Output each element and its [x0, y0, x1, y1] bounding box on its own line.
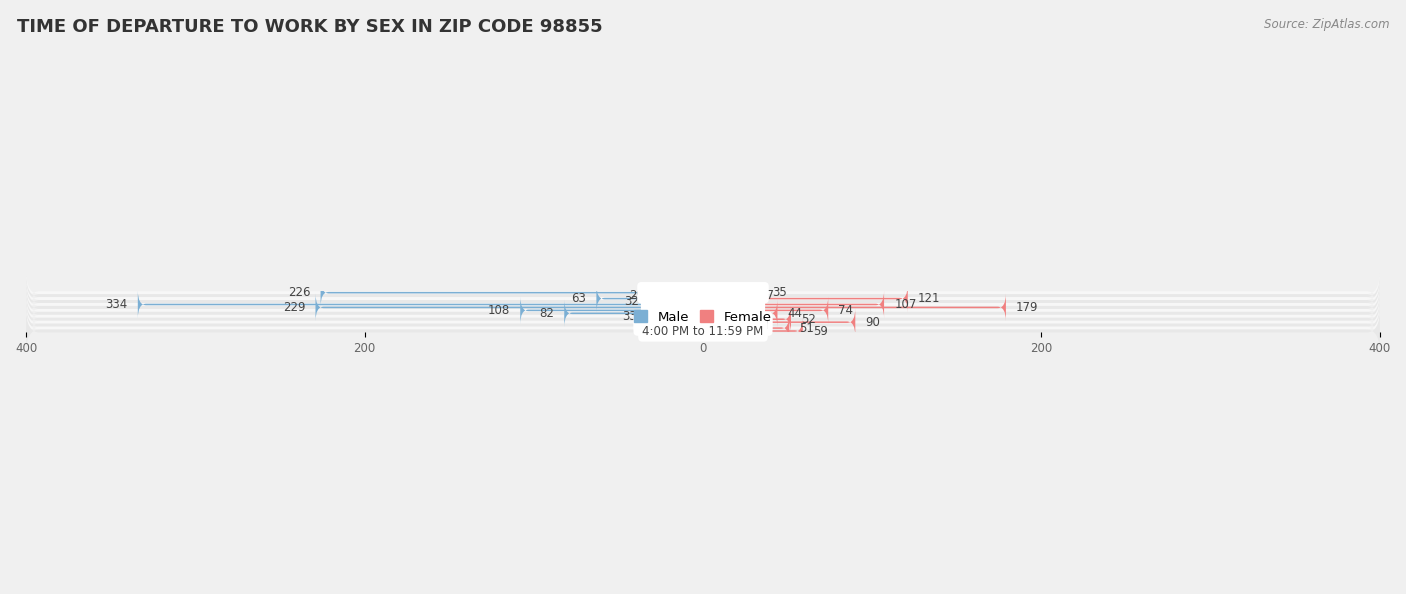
FancyBboxPatch shape [703, 293, 1005, 321]
Text: 33: 33 [623, 310, 637, 323]
Text: 107: 107 [894, 298, 917, 311]
FancyBboxPatch shape [703, 302, 727, 330]
Text: 0: 0 [672, 312, 679, 326]
Text: 108: 108 [488, 304, 510, 317]
Text: 12:00 AM to 4:59 AM: 12:00 AM to 4:59 AM [641, 286, 765, 299]
FancyBboxPatch shape [27, 273, 1379, 318]
Text: 17: 17 [742, 295, 756, 308]
FancyBboxPatch shape [683, 314, 703, 336]
Text: 226: 226 [288, 286, 311, 299]
Legend: Male, Female: Male, Female [628, 305, 778, 329]
FancyBboxPatch shape [27, 291, 1379, 336]
FancyBboxPatch shape [683, 311, 703, 333]
Text: 5:30 AM to 5:59 AM: 5:30 AM to 5:59 AM [645, 292, 761, 305]
FancyBboxPatch shape [27, 271, 1379, 315]
Text: 0: 0 [672, 315, 679, 328]
FancyBboxPatch shape [315, 293, 703, 321]
Text: 82: 82 [540, 307, 554, 320]
FancyBboxPatch shape [683, 317, 703, 339]
Text: 5:00 AM to 5:29 AM: 5:00 AM to 5:29 AM [645, 289, 761, 302]
FancyBboxPatch shape [27, 285, 1379, 330]
FancyBboxPatch shape [27, 309, 1379, 353]
FancyBboxPatch shape [596, 285, 703, 312]
FancyBboxPatch shape [27, 282, 1379, 327]
Text: 8:00 AM to 8:29 AM: 8:00 AM to 8:29 AM [645, 307, 761, 320]
FancyBboxPatch shape [27, 303, 1379, 347]
FancyBboxPatch shape [27, 294, 1379, 339]
FancyBboxPatch shape [703, 279, 762, 307]
FancyBboxPatch shape [27, 276, 1379, 321]
Text: 74: 74 [838, 304, 853, 317]
FancyBboxPatch shape [703, 305, 792, 333]
Text: 0: 0 [672, 321, 679, 334]
FancyBboxPatch shape [703, 290, 884, 318]
FancyBboxPatch shape [647, 302, 703, 330]
FancyBboxPatch shape [703, 314, 789, 342]
Text: 4: 4 [720, 318, 727, 331]
Text: 14: 14 [737, 310, 752, 323]
Text: 90: 90 [866, 315, 880, 328]
Text: 13: 13 [657, 324, 671, 337]
Text: 4:00 PM to 11:59 PM: 4:00 PM to 11:59 PM [643, 324, 763, 337]
FancyBboxPatch shape [27, 279, 1379, 324]
FancyBboxPatch shape [683, 308, 703, 330]
Text: 27: 27 [759, 289, 773, 302]
Text: 8:30 AM to 8:59 AM: 8:30 AM to 8:59 AM [645, 310, 761, 323]
FancyBboxPatch shape [681, 317, 703, 345]
FancyBboxPatch shape [27, 306, 1379, 350]
FancyBboxPatch shape [702, 311, 711, 339]
FancyBboxPatch shape [703, 308, 855, 336]
FancyBboxPatch shape [321, 279, 703, 307]
FancyBboxPatch shape [703, 317, 803, 345]
FancyBboxPatch shape [27, 300, 1379, 345]
Text: 29: 29 [628, 289, 644, 302]
Text: Source: ZipAtlas.com: Source: ZipAtlas.com [1264, 18, 1389, 31]
FancyBboxPatch shape [27, 288, 1379, 333]
FancyBboxPatch shape [27, 297, 1379, 342]
FancyBboxPatch shape [138, 290, 703, 318]
Text: 229: 229 [283, 301, 305, 314]
Text: 7:30 AM to 7:59 AM: 7:30 AM to 7:59 AM [645, 304, 761, 317]
Text: 7:00 AM to 7:29 AM: 7:00 AM to 7:29 AM [645, 301, 761, 314]
Text: 11:00 AM to 11:59 AM: 11:00 AM to 11:59 AM [638, 318, 768, 331]
Text: 6:30 AM to 6:59 AM: 6:30 AM to 6:59 AM [645, 298, 761, 311]
Text: 32: 32 [624, 295, 638, 308]
Text: 59: 59 [813, 324, 828, 337]
Text: 334: 334 [105, 298, 128, 311]
Text: 10:00 AM to 10:59 AM: 10:00 AM to 10:59 AM [638, 315, 768, 328]
Text: 12:00 PM to 3:59 PM: 12:00 PM to 3:59 PM [643, 321, 763, 334]
FancyBboxPatch shape [703, 287, 731, 315]
Text: 121: 121 [918, 292, 941, 305]
Text: 35: 35 [772, 286, 787, 299]
FancyBboxPatch shape [703, 299, 778, 327]
FancyBboxPatch shape [703, 285, 908, 312]
Text: 63: 63 [571, 292, 586, 305]
FancyBboxPatch shape [703, 296, 828, 324]
Text: 51: 51 [800, 321, 814, 334]
FancyBboxPatch shape [520, 296, 703, 324]
FancyBboxPatch shape [648, 287, 703, 315]
Text: 9:00 AM to 9:59 AM: 9:00 AM to 9:59 AM [645, 312, 761, 326]
Text: 0: 0 [672, 318, 679, 331]
Text: 44: 44 [787, 307, 803, 320]
FancyBboxPatch shape [703, 282, 748, 309]
Text: 179: 179 [1017, 301, 1039, 314]
FancyBboxPatch shape [654, 282, 703, 309]
Text: 52: 52 [801, 312, 815, 326]
Text: 6:00 AM to 6:29 AM: 6:00 AM to 6:29 AM [645, 295, 761, 308]
FancyBboxPatch shape [564, 299, 703, 327]
Text: TIME OF DEPARTURE TO WORK BY SEX IN ZIP CODE 98855: TIME OF DEPARTURE TO WORK BY SEX IN ZIP … [17, 18, 603, 36]
